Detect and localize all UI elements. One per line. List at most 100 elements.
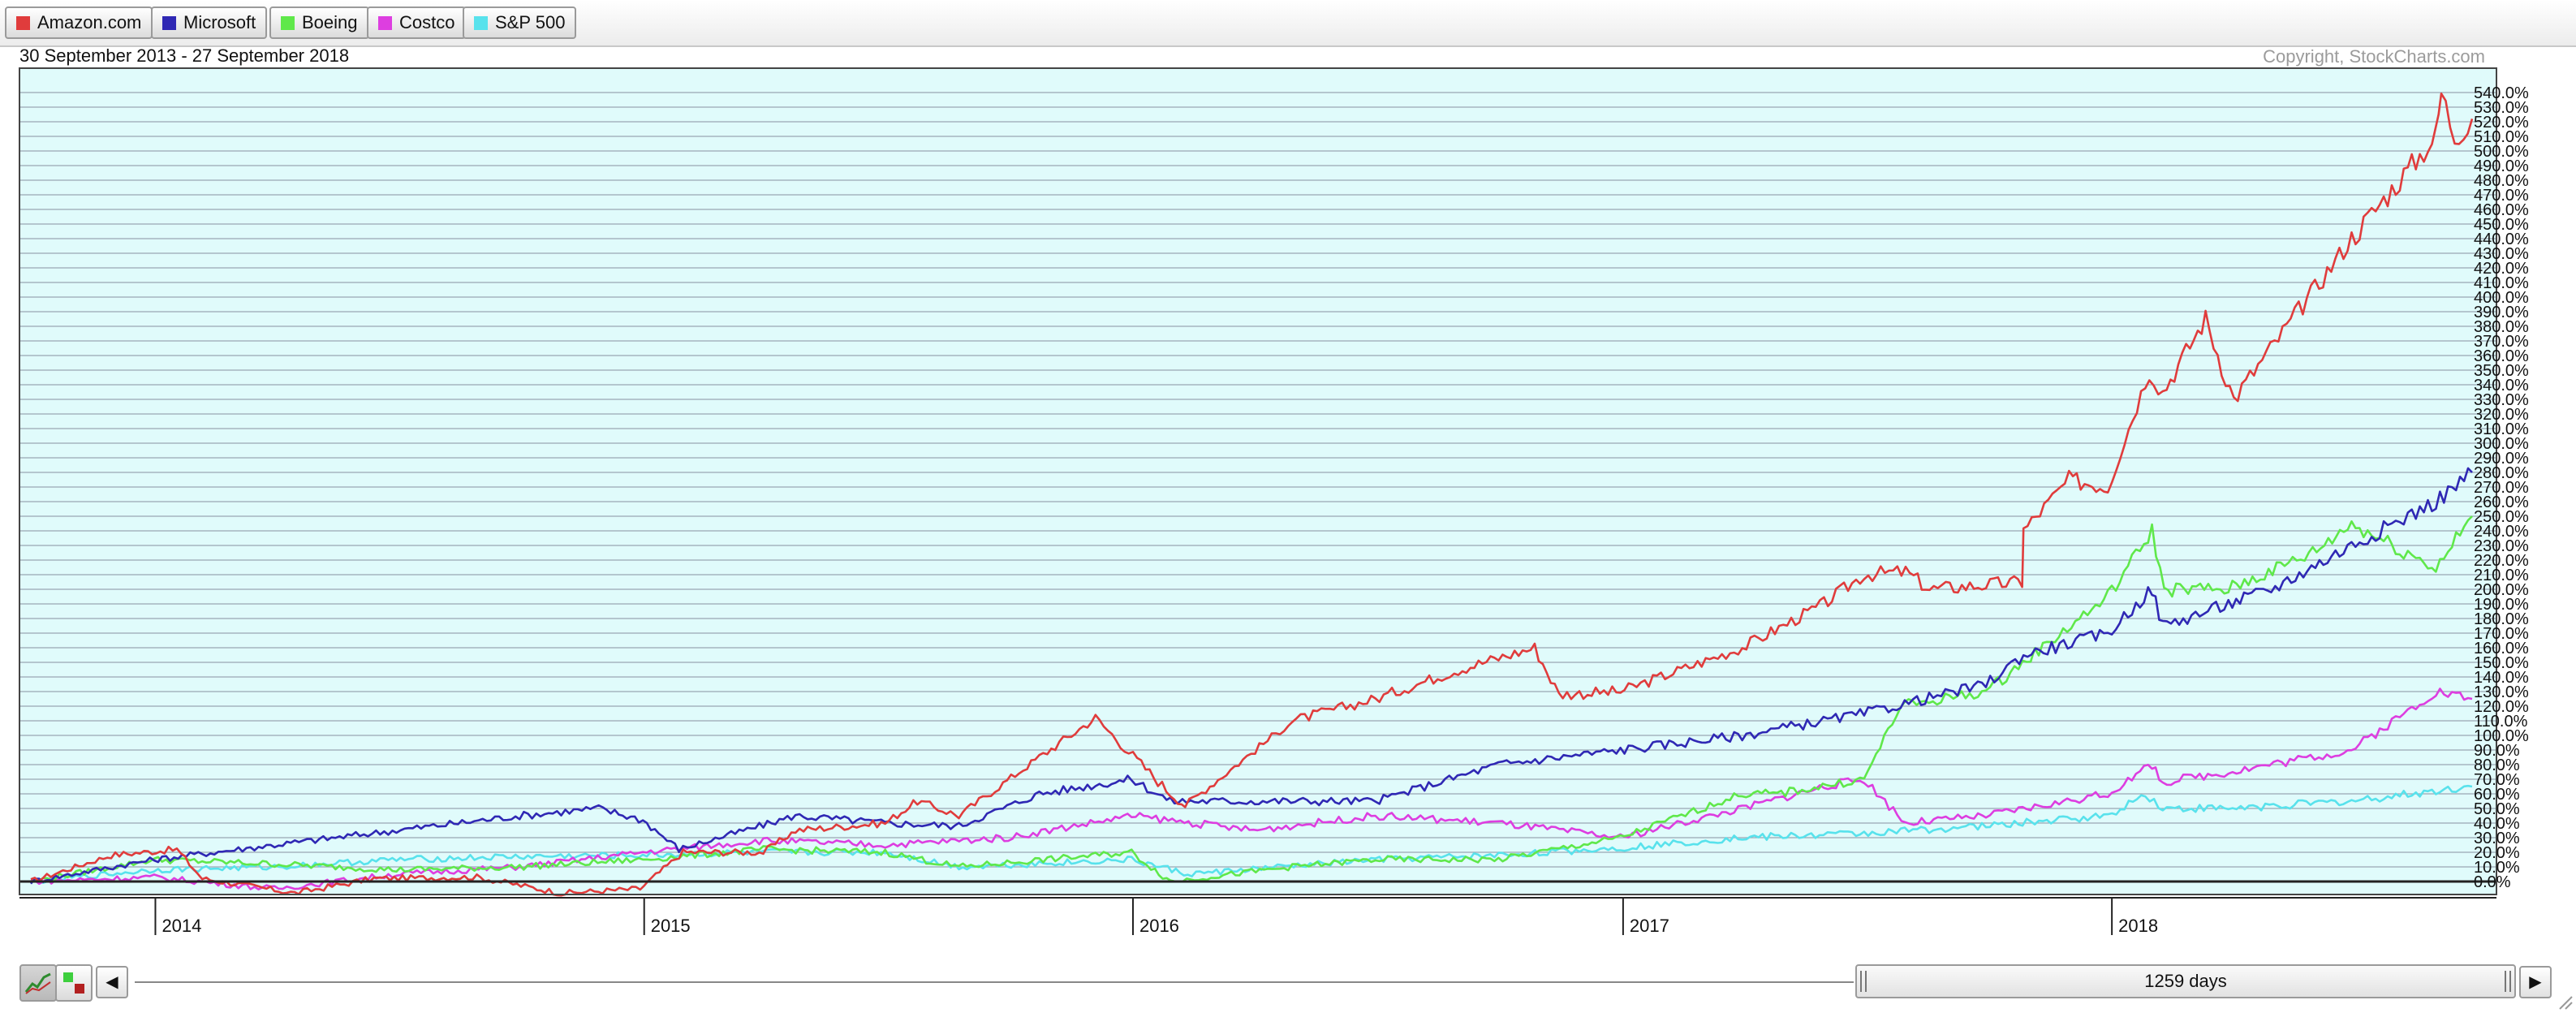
y-tick-label: 420.0% xyxy=(2474,260,2529,278)
legend-label-boeing: Boeing xyxy=(302,12,358,32)
y-tick-label: 60.0% xyxy=(2474,786,2520,804)
y-tick-label: 160.0% xyxy=(2474,640,2529,657)
x-axis-tick-labels: 2014 2015 2016 2017 2018 xyxy=(162,916,2158,936)
y-tick-label: 270.0% xyxy=(2474,479,2529,497)
y-tick-label: 390.0% xyxy=(2474,304,2529,321)
x-tick-label-2016: 2016 xyxy=(1139,916,1179,936)
date-range-slider[interactable]: 1259 days xyxy=(1855,964,2516,998)
y-tick-label: 480.0% xyxy=(2474,172,2529,190)
y-tick-label: 540.0% xyxy=(2474,84,2529,102)
chevron-right-icon: ▶ xyxy=(2529,973,2542,991)
y-tick-label: 450.0% xyxy=(2474,216,2529,234)
y-axis-tick-labels: 0.0%10.0%20.0%30.0%40.0%50.0%60.0%70.0%8… xyxy=(2474,84,2529,891)
y-tick-label: 360.0% xyxy=(2474,347,2529,365)
y-tick-label: 330.0% xyxy=(2474,391,2529,409)
plot-border xyxy=(19,67,2497,895)
y-tick-label: 340.0% xyxy=(2474,377,2529,394)
histogram-mode-button[interactable] xyxy=(55,964,93,1002)
series-lines xyxy=(30,93,2474,897)
slider-right-grip[interactable] xyxy=(2505,971,2511,992)
horizontal-gridlines xyxy=(19,92,2496,882)
legend-label-sp500: S&P 500 xyxy=(495,12,566,32)
y-tick-label: 120.0% xyxy=(2474,698,2529,716)
y-tick-label: 300.0% xyxy=(2474,435,2529,453)
y-tick-label: 280.0% xyxy=(2474,464,2529,482)
y-tick-label: 140.0% xyxy=(2474,669,2529,687)
line-chart-mode-button[interactable] xyxy=(19,964,57,1002)
copyright-text: Copyright, StockCharts.com xyxy=(2263,46,2485,67)
y-tick-label: 410.0% xyxy=(2474,274,2529,292)
amazon-color-swatch xyxy=(16,16,30,30)
y-tick-label: 290.0% xyxy=(2474,450,2529,468)
x-tick-label-2018: 2018 xyxy=(2118,916,2158,936)
series-line-boeing xyxy=(30,515,2473,884)
histogram-icon xyxy=(63,972,84,994)
y-tick-label: 370.0% xyxy=(2474,333,2529,351)
y-tick-label: 110.0% xyxy=(2474,713,2528,731)
boeing-color-swatch xyxy=(281,16,295,30)
y-tick-label: 80.0% xyxy=(2474,757,2520,774)
y-tick-label: 210.0% xyxy=(2474,567,2529,584)
costco-color-swatch xyxy=(378,16,392,30)
x-tick-label-2014: 2014 xyxy=(162,916,201,936)
y-tick-label: 130.0% xyxy=(2474,683,2529,701)
slider-left-grip[interactable] xyxy=(1860,971,1867,992)
legend-item-amazon[interactable]: Amazon.com xyxy=(5,6,153,39)
y-tick-label: 430.0% xyxy=(2474,245,2529,263)
y-tick-label: 400.0% xyxy=(2474,289,2529,307)
y-tick-label: 260.0% xyxy=(2474,494,2529,511)
y-tick-label: 250.0% xyxy=(2474,508,2529,526)
y-tick-label: 460.0% xyxy=(2474,201,2529,219)
y-tick-label: 100.0% xyxy=(2474,727,2529,745)
chevron-left-icon: ◀ xyxy=(106,973,118,991)
y-tick-label: 440.0% xyxy=(2474,231,2529,248)
series-line-amazon-com xyxy=(30,93,2474,897)
y-tick-label: 20.0% xyxy=(2474,844,2520,862)
y-tick-label: 230.0% xyxy=(2474,537,2529,555)
microsoft-color-swatch xyxy=(162,16,176,30)
line-chart-icon xyxy=(24,972,51,994)
y-tick-label: 30.0% xyxy=(2474,830,2520,847)
scroll-right-button[interactable]: ▶ xyxy=(2519,966,2552,998)
y-tick-label: 320.0% xyxy=(2474,406,2529,424)
navigator-bar: ◀ 1259 days ▶ xyxy=(0,955,2576,1013)
legend-label-costco: Costco xyxy=(399,12,455,32)
x-tick-label-2017: 2017 xyxy=(1630,916,1669,936)
y-tick-label: 170.0% xyxy=(2474,625,2529,643)
year-gridlines xyxy=(154,898,2113,935)
legend-label-microsoft: Microsoft xyxy=(183,12,256,32)
y-tick-label: 520.0% xyxy=(2474,114,2529,131)
y-tick-label: 0.0% xyxy=(2474,873,2511,891)
y-tick-label: 310.0% xyxy=(2474,420,2529,438)
legend-label-amazon: Amazon.com xyxy=(37,12,142,32)
scroll-left-button[interactable]: ◀ xyxy=(96,966,128,998)
y-tick-label: 40.0% xyxy=(2474,815,2520,833)
y-tick-label: 530.0% xyxy=(2474,99,2529,117)
plot-area xyxy=(19,68,2496,894)
y-tick-label: 490.0% xyxy=(2474,157,2529,175)
days-count-label: 1259 days xyxy=(2144,971,2227,991)
y-tick-label: 240.0% xyxy=(2474,523,2529,541)
sp500-color-swatch xyxy=(474,16,488,30)
y-tick-label: 200.0% xyxy=(2474,581,2529,599)
scroll-track[interactable] xyxy=(135,981,1854,983)
y-tick-label: 70.0% xyxy=(2474,771,2520,789)
legend-item-microsoft[interactable]: Microsoft xyxy=(151,6,268,39)
y-tick-label: 150.0% xyxy=(2474,654,2529,672)
y-tick-label: 380.0% xyxy=(2474,318,2529,336)
series-line-microsoft xyxy=(30,467,2473,885)
y-tick-label: 190.0% xyxy=(2474,596,2529,614)
y-tick-label: 90.0% xyxy=(2474,742,2520,760)
y-tick-label: 220.0% xyxy=(2474,552,2529,570)
x-tick-label-2015: 2015 xyxy=(651,916,691,936)
y-tick-label: 50.0% xyxy=(2474,800,2520,818)
legend-item-costco[interactable]: Costco xyxy=(367,6,467,39)
y-tick-label: 470.0% xyxy=(2474,187,2529,205)
legend-item-sp500[interactable]: S&P 500 xyxy=(463,6,577,39)
resize-grip-icon[interactable] xyxy=(2557,994,2573,1010)
y-tick-label: 350.0% xyxy=(2474,362,2529,380)
y-tick-label: 10.0% xyxy=(2474,859,2520,877)
y-tick-label: 180.0% xyxy=(2474,610,2529,628)
date-range-label: 30 September 2013 - 27 September 2018 xyxy=(19,45,350,66)
legend-item-boeing[interactable]: Boeing xyxy=(269,6,369,39)
